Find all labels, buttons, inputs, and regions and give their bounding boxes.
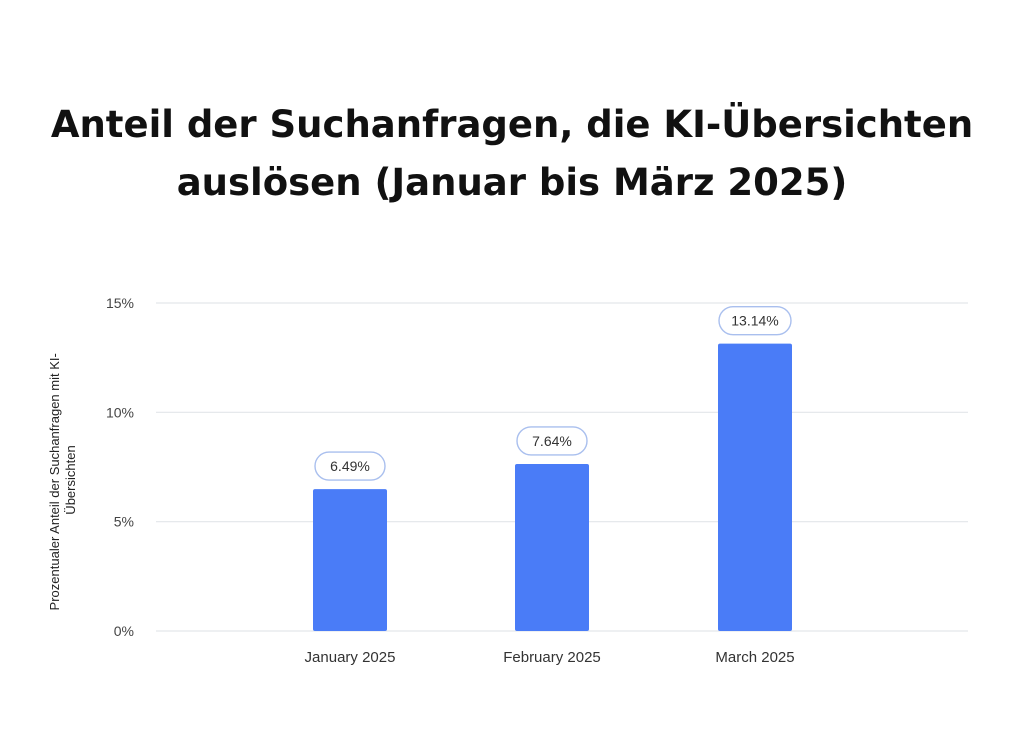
y-tick-label: 0% <box>114 623 134 639</box>
y-tick-label: 5% <box>114 514 134 530</box>
chart-title-line-1: Anteil der Suchanfragen, die KI-Übersich… <box>50 103 974 146</box>
x-category-label: February 2025 <box>503 649 601 666</box>
x-category-label: January 2025 <box>305 649 396 666</box>
data-label: 13.14% <box>731 313 778 329</box>
bar <box>515 463 589 631</box>
y-axis-label: Prozentualer Anteil der Suchanfragen mit… <box>47 350 78 611</box>
data-label-pill <box>314 451 386 481</box>
bar <box>718 343 792 631</box>
data-label-pill <box>516 426 588 456</box>
y-tick-label: 10% <box>106 404 134 420</box>
bar <box>313 489 387 631</box>
y-tick-label: 15% <box>106 295 134 311</box>
bars: 6.49% 7.64% 13.14% <box>313 305 792 631</box>
y-axis-label-line-2: Übersichten <box>63 445 78 514</box>
x-axis-labels: January 2025 February 2025 March 2025 <box>305 649 795 666</box>
data-label: 7.64% <box>532 433 572 449</box>
y-axis-label-line-1: Prozentualer Anteil der Suchanfragen mit… <box>47 353 62 610</box>
x-category-label: March 2025 <box>715 649 794 666</box>
data-label-pill <box>718 305 792 336</box>
data-label: 6.49% <box>330 458 370 474</box>
chart-title-line-2: auslösen (Januar bis März 2025) <box>176 161 848 204</box>
y-axis-ticks: 0% 5% 10% 15% <box>106 295 134 639</box>
chart-title: Anteil der Suchanfragen, die KI-Übersich… <box>0 96 1024 212</box>
